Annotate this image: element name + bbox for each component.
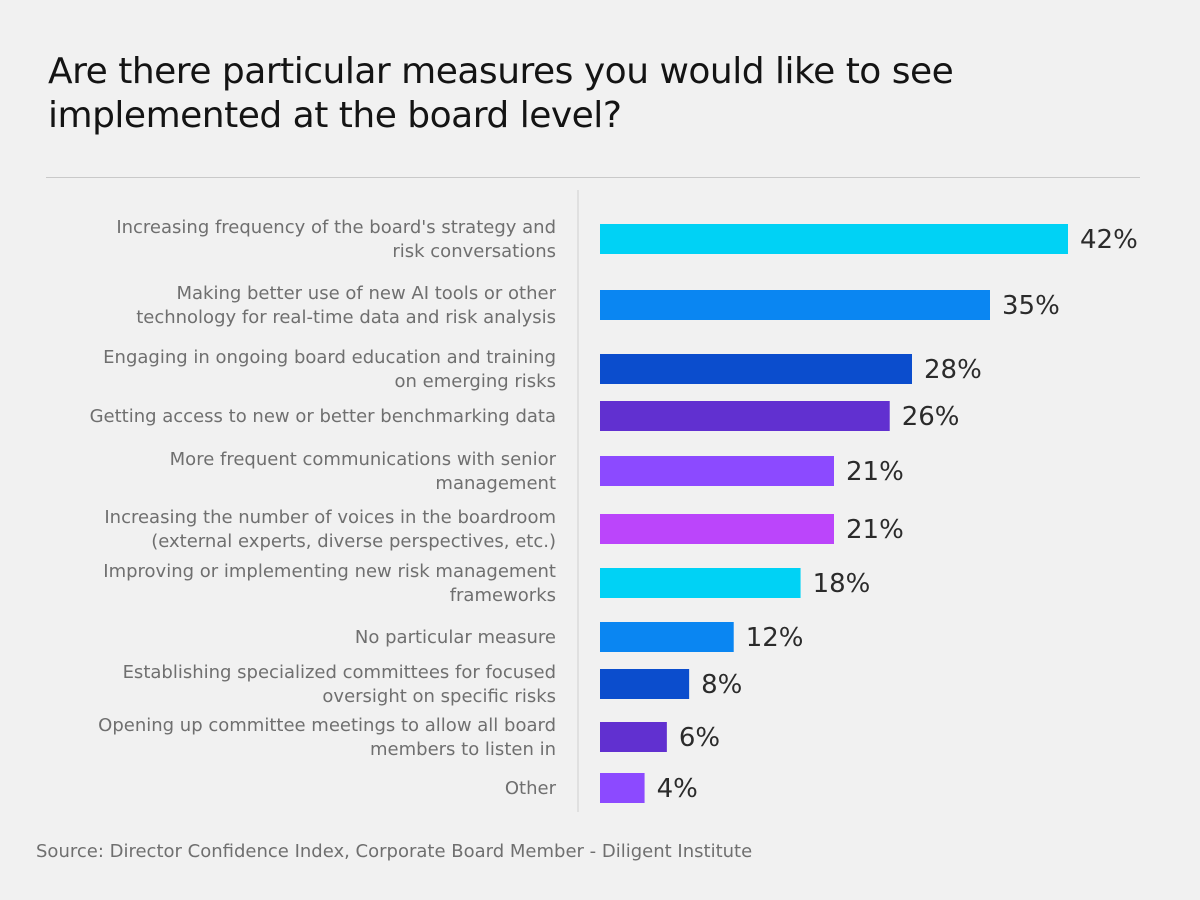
- value-label-9: 6%: [679, 723, 720, 753]
- category-label-8: Establishing specialized committees for …: [123, 662, 556, 707]
- value-label-5: 21%: [846, 515, 904, 545]
- bar-3: [600, 401, 890, 431]
- value-label-6: 18%: [813, 569, 871, 599]
- bar-1: [600, 290, 990, 320]
- category-label-10: Other: [505, 778, 557, 799]
- category-label-3: Getting access to new or better benchmar…: [90, 406, 556, 427]
- bar-6: [600, 568, 801, 598]
- value-label-8: 8%: [701, 670, 742, 700]
- value-label-3: 26%: [902, 402, 960, 432]
- value-label-0: 42%: [1080, 225, 1138, 255]
- source-note: Source: Director Confidence Index, Corpo…: [36, 841, 753, 862]
- bar-8: [600, 669, 690, 699]
- category-label-5: Increasing the number of voices in the b…: [104, 507, 556, 552]
- value-label-7: 12%: [746, 623, 804, 653]
- bar-4: [600, 456, 834, 486]
- bar-5: [600, 514, 834, 544]
- bar-2: [600, 354, 912, 384]
- category-label-2: Engaging in ongoing board education and …: [103, 347, 556, 392]
- bar-10: [600, 773, 645, 803]
- category-label-4: More frequent communications with senior…: [170, 449, 557, 494]
- title-divider: [46, 177, 1140, 178]
- value-label-2: 28%: [924, 355, 982, 385]
- category-label-1: Making better use of new AI tools or oth…: [136, 283, 556, 328]
- bar-7: [600, 622, 734, 652]
- category-label-7: No particular measure: [355, 627, 556, 648]
- category-label-6: Improving or implementing new risk manag…: [103, 561, 556, 606]
- bar-0: [600, 224, 1068, 254]
- value-label-1: 35%: [1002, 291, 1060, 321]
- bars-group: 42% Increasing frequency of the board's s…: [90, 217, 1138, 804]
- category-label-0: Increasing frequency of the board's stra…: [116, 217, 556, 262]
- category-label-9: Opening up committee meetings to allow a…: [98, 715, 556, 760]
- value-label-4: 21%: [846, 457, 904, 487]
- chart-title: Are there particular measures you would …: [48, 51, 954, 136]
- bar-9: [600, 722, 667, 752]
- value-label-10: 4%: [657, 774, 698, 804]
